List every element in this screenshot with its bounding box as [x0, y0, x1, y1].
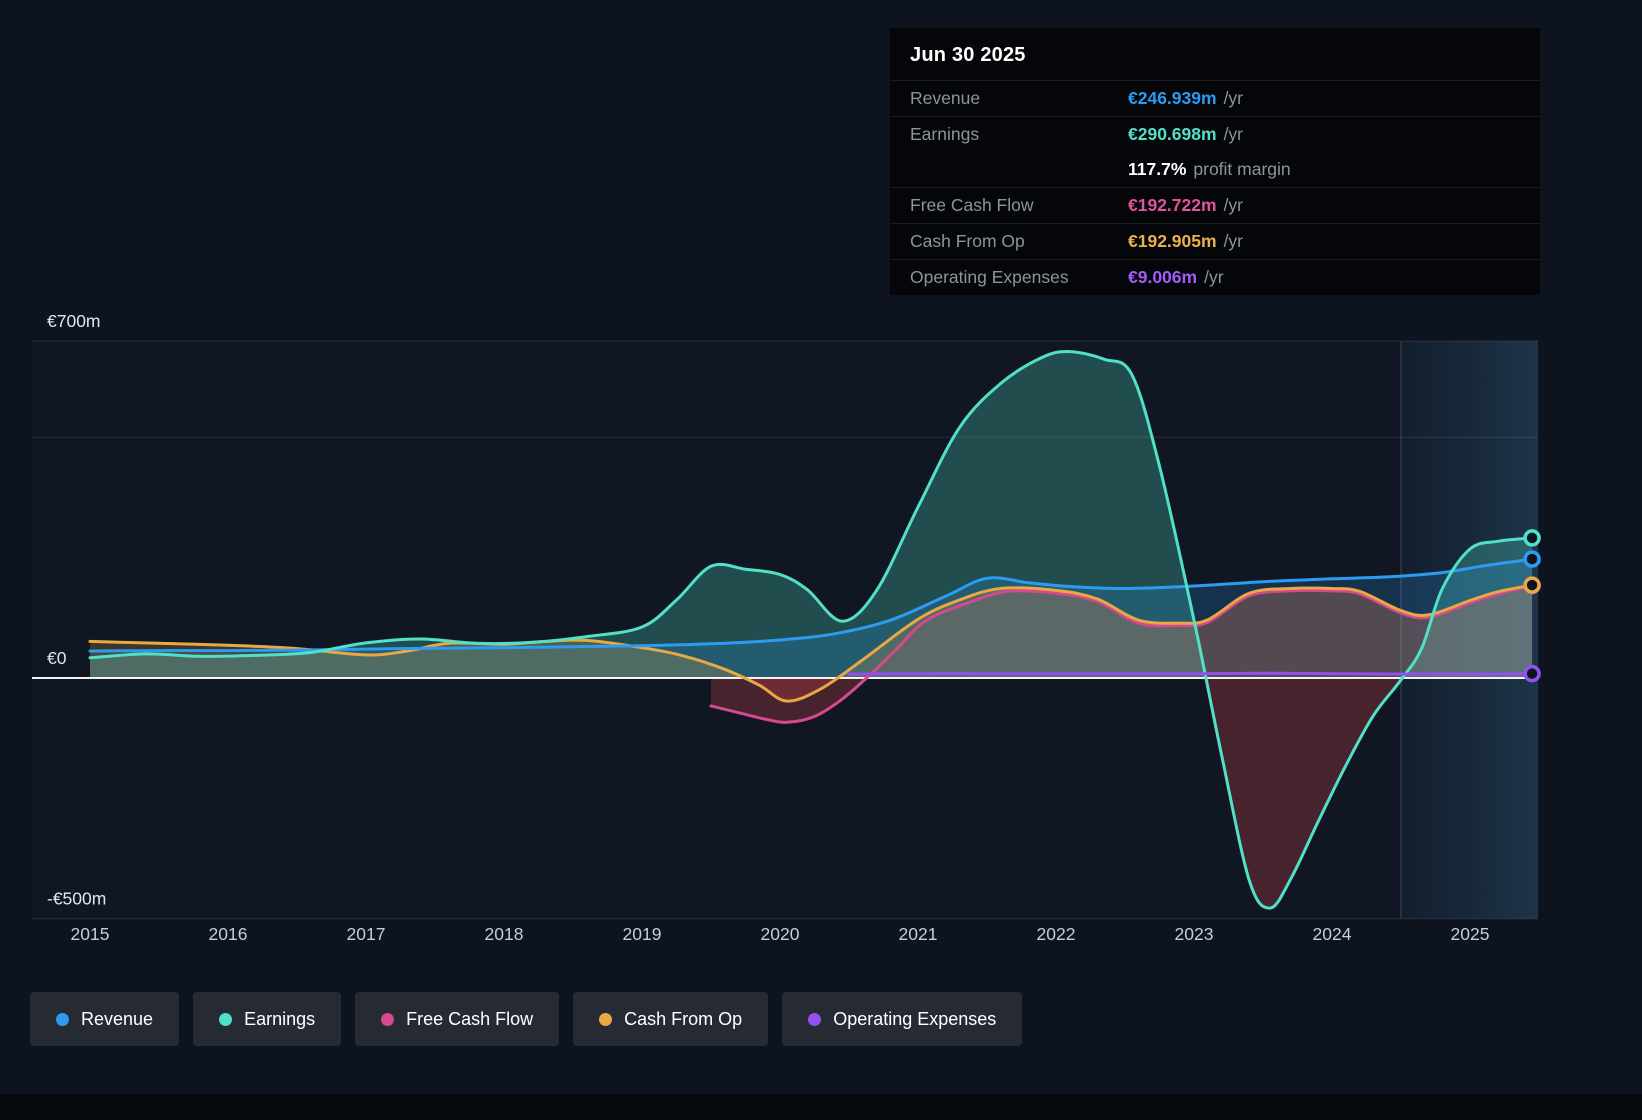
- svg-text:2022: 2022: [1037, 924, 1076, 944]
- tooltip-row-cash-from-op: Cash From Op €192.905m /yr: [890, 223, 1540, 259]
- row-label: Revenue: [910, 88, 981, 108]
- data-readout-tooltip: Jun 30 2025 Revenue €246.939m /yr Earnin…: [890, 28, 1540, 295]
- row-label: Free Cash Flow: [910, 195, 1034, 215]
- svg-text:-€500m: -€500m: [47, 889, 106, 909]
- row-suffix: /yr: [1223, 231, 1244, 251]
- svg-text:2020: 2020: [761, 924, 800, 944]
- svg-text:2016: 2016: [209, 924, 248, 944]
- legend-label: Operating Expenses: [833, 1008, 997, 1029]
- cash-from-op-dot-icon: [599, 1012, 613, 1026]
- operating-expenses-dot-icon: [808, 1012, 822, 1026]
- earnings-dot-icon: [219, 1012, 233, 1026]
- row-suffix: /yr: [1223, 195, 1244, 215]
- legend-label: Earnings: [244, 1008, 316, 1029]
- svg-text:2025: 2025: [1451, 924, 1490, 944]
- tooltip-row-revenue: Revenue €246.939m /yr: [890, 80, 1540, 116]
- legend-item-earnings[interactable]: Earnings: [193, 992, 342, 1046]
- legend-label: Free Cash Flow: [406, 1008, 534, 1029]
- row-value: €290.698m: [1128, 124, 1217, 144]
- row-value: €246.939m: [1128, 88, 1217, 108]
- svg-text:2018: 2018: [485, 924, 524, 944]
- row-value: 117.7%: [1128, 159, 1187, 179]
- legend-item-free-cash-flow[interactable]: Free Cash Flow: [355, 992, 560, 1046]
- chart-legend: Revenue Earnings Free Cash Flow Cash Fro…: [30, 992, 1023, 1046]
- tooltip-date: Jun 30 2025: [910, 44, 1026, 66]
- tooltip-row-profit-margin: 117.7% profit margin: [890, 152, 1540, 187]
- legend-item-revenue[interactable]: Revenue: [30, 992, 180, 1046]
- legend-label: Revenue: [81, 1008, 154, 1029]
- svg-text:€700m: €700m: [47, 311, 101, 331]
- row-suffix: /yr: [1204, 267, 1224, 287]
- row-suffix: /yr: [1223, 124, 1244, 144]
- legend-item-cash-from-op[interactable]: Cash From Op: [573, 992, 769, 1046]
- svg-text:2024: 2024: [1313, 924, 1352, 944]
- tooltip-row-operating-expenses: Operating Expenses €9.006m /yr: [890, 259, 1540, 295]
- svg-text:2023: 2023: [1175, 924, 1214, 944]
- tooltip-row-earnings: Earnings €290.698m /yr: [890, 116, 1540, 152]
- row-value: €192.722m: [1128, 195, 1217, 215]
- row-label: Operating Expenses: [910, 267, 1069, 287]
- row-suffix: profit margin: [1193, 159, 1291, 179]
- row-value: €192.905m: [1128, 231, 1217, 251]
- svg-text:2015: 2015: [71, 924, 110, 944]
- row-label: Cash From Op: [910, 231, 1025, 251]
- svg-text:€0: €0: [47, 648, 67, 668]
- svg-text:2021: 2021: [899, 924, 938, 944]
- bottom-strip: [0, 1094, 1642, 1120]
- tooltip-row-free-cash-flow: Free Cash Flow €192.722m /yr: [890, 187, 1540, 223]
- row-value: €9.006m: [1128, 267, 1198, 287]
- row-suffix: /yr: [1223, 88, 1244, 108]
- svg-text:2019: 2019: [623, 924, 662, 944]
- chart-svg[interactable]: 2015 2016 2017 2018 2019 2020 2021 2022 2023 2024…: [0, 300, 1642, 960]
- free-cash-flow-dot-icon: [381, 1012, 395, 1026]
- row-label: Earnings: [910, 124, 980, 144]
- svg-text:2017: 2017: [347, 924, 386, 944]
- legend-item-operating-expenses[interactable]: Operating Expenses: [782, 992, 1023, 1046]
- legend-label: Cash From Op: [624, 1008, 743, 1029]
- revenue-dot-icon: [56, 1012, 69, 1026]
